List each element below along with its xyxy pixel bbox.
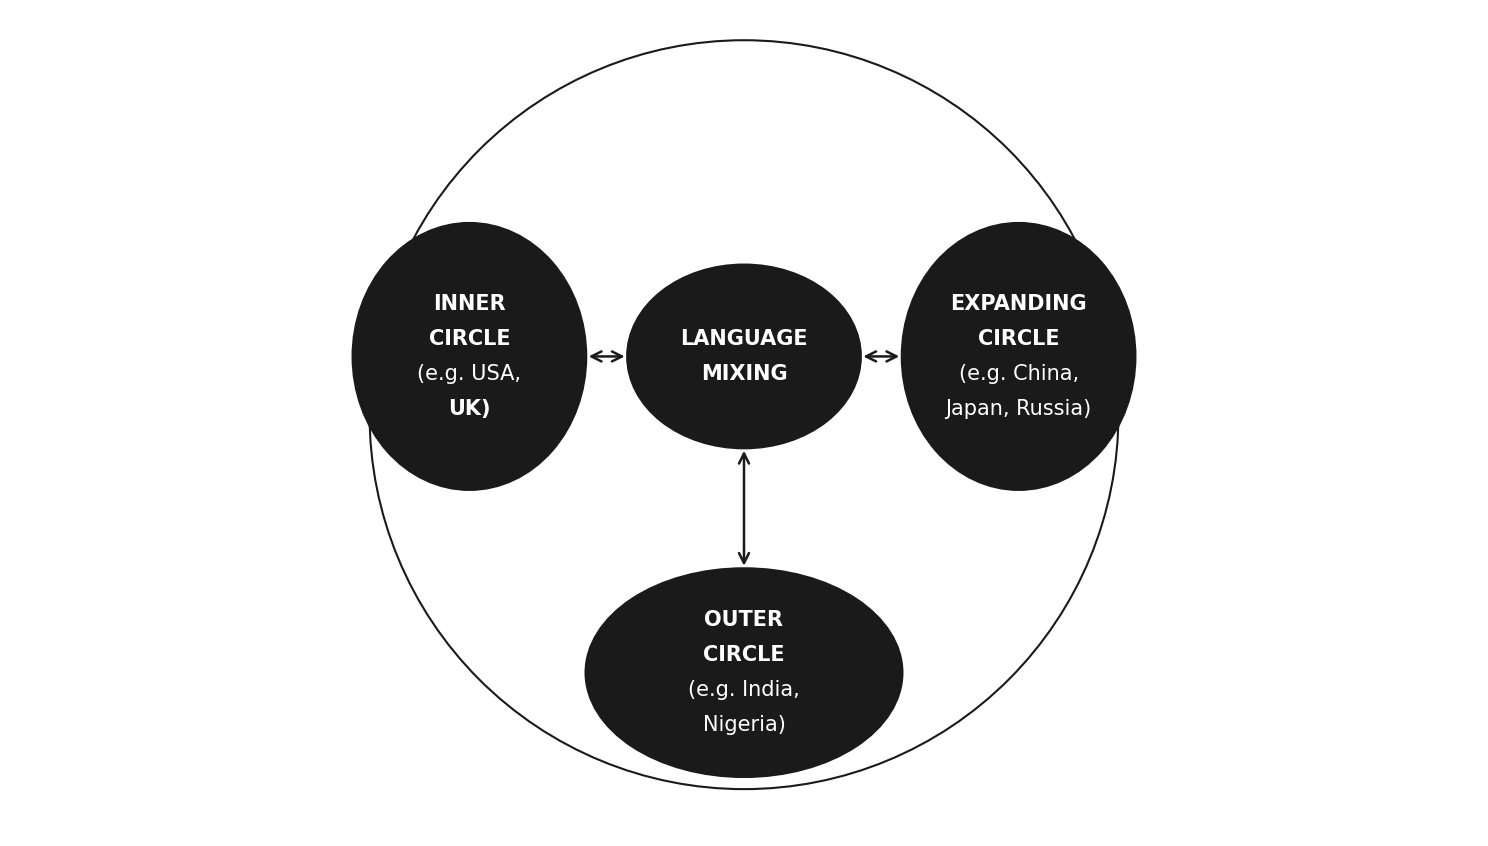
Text: (e.g. USA,: (e.g. USA,	[418, 364, 521, 384]
Text: EXPANDING: EXPANDING	[951, 294, 1086, 314]
Text: CIRCLE: CIRCLE	[429, 329, 510, 349]
Text: Japan, Russia): Japan, Russia)	[945, 398, 1092, 419]
Ellipse shape	[586, 569, 902, 777]
Text: OUTER: OUTER	[704, 610, 784, 630]
Text: LANGUAGE: LANGUAGE	[680, 329, 808, 349]
Ellipse shape	[628, 265, 860, 448]
Text: CIRCLE: CIRCLE	[978, 329, 1059, 349]
Text: CIRCLE: CIRCLE	[704, 645, 784, 665]
Text: (e.g. India,: (e.g. India,	[687, 680, 801, 700]
Text: (e.g. China,: (e.g. China,	[958, 364, 1079, 384]
Text: Nigeria): Nigeria)	[702, 715, 786, 735]
Text: INNER: INNER	[433, 294, 506, 314]
Ellipse shape	[353, 223, 586, 490]
Ellipse shape	[902, 223, 1135, 490]
Text: UK): UK)	[448, 398, 491, 419]
Text: MIXING: MIXING	[701, 364, 787, 384]
